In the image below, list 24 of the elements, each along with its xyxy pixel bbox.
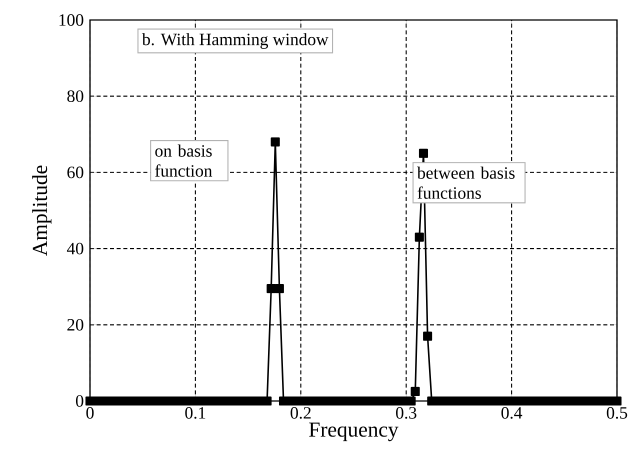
x-tick-label: 0 <box>86 407 94 419</box>
point <box>410 386 420 396</box>
y-tick-label: 100 <box>59 14 84 26</box>
y-axis-title: Amplitude <box>32 166 52 256</box>
annotation: on basis function <box>155 144 212 177</box>
y-tick-label: 60 <box>67 166 84 178</box>
y-tick-label: 40 <box>66 242 84 254</box>
annotation: b. With Hamming window <box>142 33 328 49</box>
point <box>423 332 432 341</box>
x-tick-label: 0.1 <box>185 407 206 419</box>
y-tick-label: 80 <box>67 90 84 102</box>
annotation: between basis functions <box>417 166 515 199</box>
x-axis-title: Frequency <box>309 422 398 442</box>
x-tick-label: 0.2 <box>290 407 311 419</box>
y-tick-label: 20 <box>67 318 84 331</box>
point <box>266 284 276 294</box>
point <box>270 137 280 146</box>
y-tick-label: 0 <box>76 395 84 407</box>
point <box>418 148 428 158</box>
x-tick-label: 0.5 <box>606 407 628 419</box>
point <box>274 284 284 294</box>
point <box>414 232 424 242</box>
x-tick-label: 0.3 <box>396 407 416 419</box>
x-tick-label: 0.4 <box>501 407 522 419</box>
